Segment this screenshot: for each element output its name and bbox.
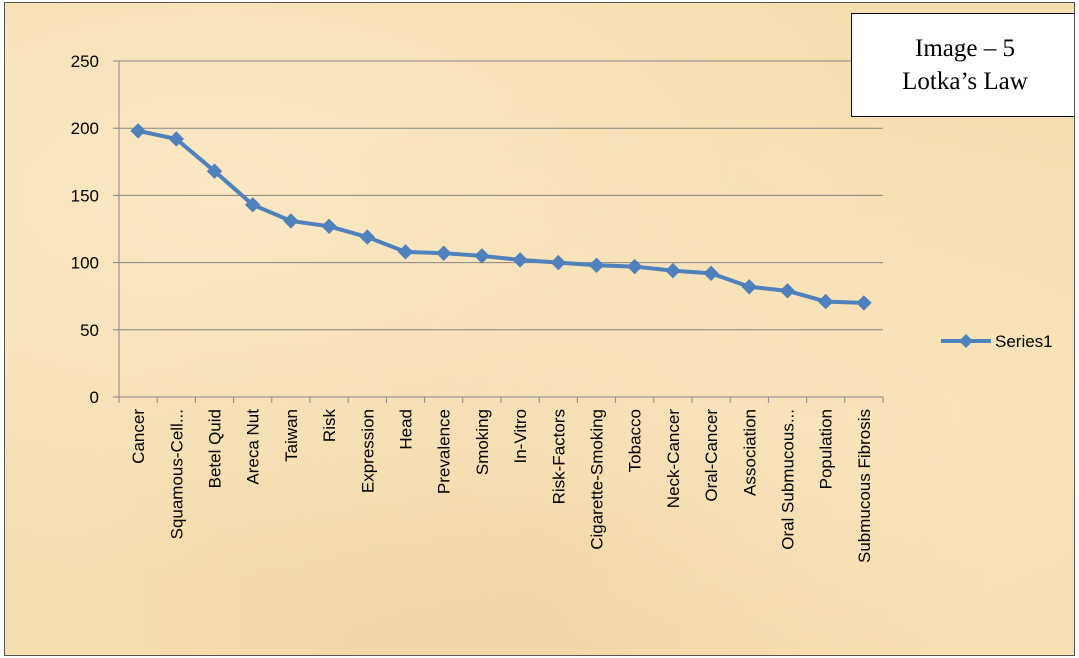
y-tick-label: 100	[71, 254, 99, 273]
x-tick-label: Population	[817, 409, 836, 489]
data-point	[817, 293, 834, 310]
y-tick-label: 50	[80, 321, 99, 340]
data-point	[474, 248, 490, 264]
data-point	[397, 244, 414, 260]
line-chart: 0 50 100 150 200 250 Cancer Squamous-Cell... Bet…	[71, 52, 1053, 563]
x-tick-label: Head	[397, 409, 416, 450]
x-tick-label: Submucous Fibrosis	[855, 409, 874, 563]
annotation-box: Image – 5 Lotka’s Law	[851, 13, 1074, 117]
data-point	[244, 197, 261, 213]
data-point	[665, 262, 681, 279]
x-tick-label: Smoking	[473, 409, 492, 475]
x-tick-label: Tobacco	[626, 409, 645, 472]
series-line	[137, 128, 864, 305]
x-tick-label: Cancer	[129, 409, 148, 464]
data-point	[359, 229, 376, 245]
x-tick-label: Neck-Cancer	[664, 409, 683, 509]
data-point	[168, 131, 185, 147]
x-tick-label: Areca Nut	[244, 409, 263, 485]
x-tick-label: Risk-Factors	[549, 409, 568, 504]
data-point	[550, 254, 567, 271]
x-tick-label: Oral Submucous...	[779, 409, 798, 550]
data-point	[779, 283, 796, 299]
annotation-line-2: Lotka’s Law	[902, 68, 1028, 95]
data-point	[130, 123, 146, 139]
x-tick-label: Taiwan	[282, 409, 301, 462]
x-tick-label: Prevalence	[435, 409, 454, 494]
y-tick-label: 150	[71, 186, 99, 205]
data-point	[512, 252, 528, 268]
data-point	[283, 213, 299, 229]
x-tick-label: Expression	[358, 409, 377, 493]
x-tick-label: Risk	[320, 409, 339, 443]
annotation-line-1: Image – 5	[915, 35, 1015, 62]
legend-label: Series1	[995, 332, 1053, 351]
y-tick-label: 250	[71, 52, 99, 71]
x-tick-label: Betel Quid	[206, 409, 225, 488]
data-point	[435, 245, 452, 261]
x-tick-label: Association	[740, 409, 759, 496]
data-point	[321, 218, 337, 235]
data-point	[741, 279, 758, 295]
x-tick-label: Cigarette-Smoking	[588, 409, 607, 550]
data-point	[703, 265, 719, 282]
data-point	[626, 258, 643, 275]
x-tick-label: In-Vitro	[511, 409, 530, 464]
chart-frame: 0 50 100 150 200 250 Cancer Squamous-Cell... Bet…	[4, 2, 1075, 656]
x-tick-label: Oral-Cancer	[702, 409, 721, 502]
y-tick-label: 200	[71, 119, 99, 138]
y-tick-label: 0	[90, 388, 99, 407]
data-point	[856, 295, 872, 311]
legend-marker	[959, 334, 973, 348]
data-point	[588, 257, 605, 273]
data-point	[206, 163, 223, 179]
x-tick-label: Squamous-Cell...	[167, 409, 186, 539]
